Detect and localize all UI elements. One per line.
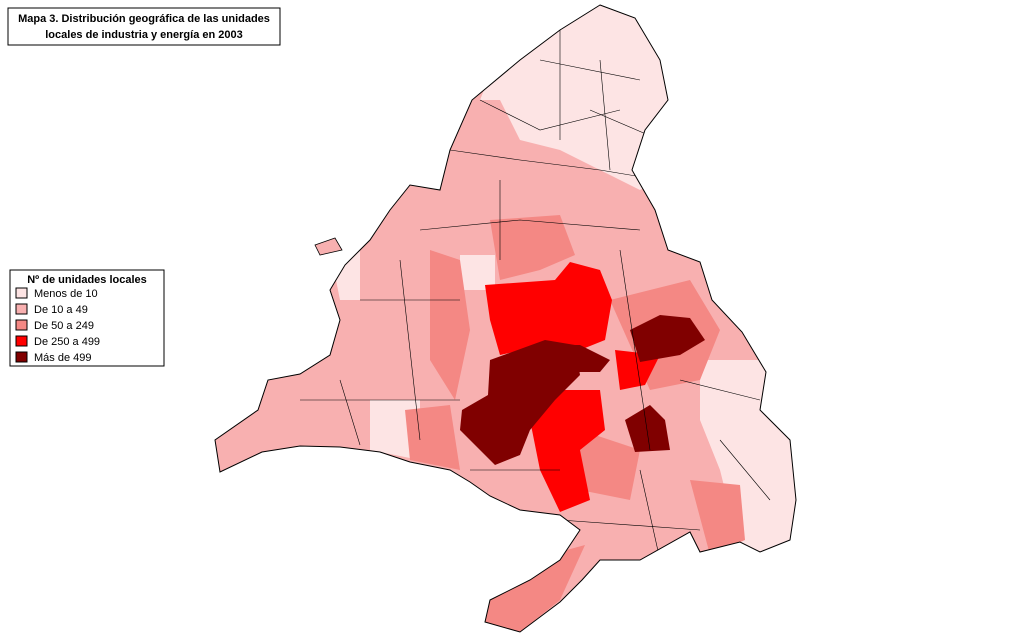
legend-title: Nº de unidades locales: [27, 274, 147, 286]
title-line: locales de industria y energía en 2003: [45, 29, 242, 41]
municipalities: [580, 430, 640, 500]
municipalities: [690, 480, 745, 555]
legend-label: De 10 a 49: [34, 304, 88, 316]
legend-label: Menos de 10: [34, 288, 98, 300]
legend-swatch: [15, 335, 28, 347]
municipalities: [530, 390, 605, 512]
municipalities: [485, 262, 612, 355]
legend: Nº de unidades locales Menos de 10 De 10 …: [9, 269, 165, 367]
municipalities: [430, 250, 470, 400]
municipalities: [490, 215, 575, 280]
municipalities: [460, 255, 495, 290]
title-line: Mapa 3. Distribución geográfica de las u…: [18, 13, 270, 25]
municipal-borders: [300, 30, 771, 561]
legend-label: De 250 a 499: [34, 336, 100, 348]
legend-swatch: [15, 319, 28, 331]
legend-swatch: [15, 303, 28, 315]
map: [215, 5, 796, 632]
municipalities: [625, 405, 670, 452]
municipalities: [405, 405, 460, 470]
legend-swatch: [15, 287, 28, 299]
enclave: [314, 237, 343, 256]
municipalities: [545, 345, 610, 372]
title-box: Mapa 3. Distribución geográfica de las u…: [7, 7, 281, 46]
legend-swatch: [15, 351, 28, 363]
municipalities: [630, 315, 705, 362]
legend-label: Más de 499: [34, 352, 91, 364]
municipalities: [460, 340, 580, 465]
legend-label: De 50 a 249: [34, 320, 94, 332]
municipalities: [485, 545, 585, 632]
